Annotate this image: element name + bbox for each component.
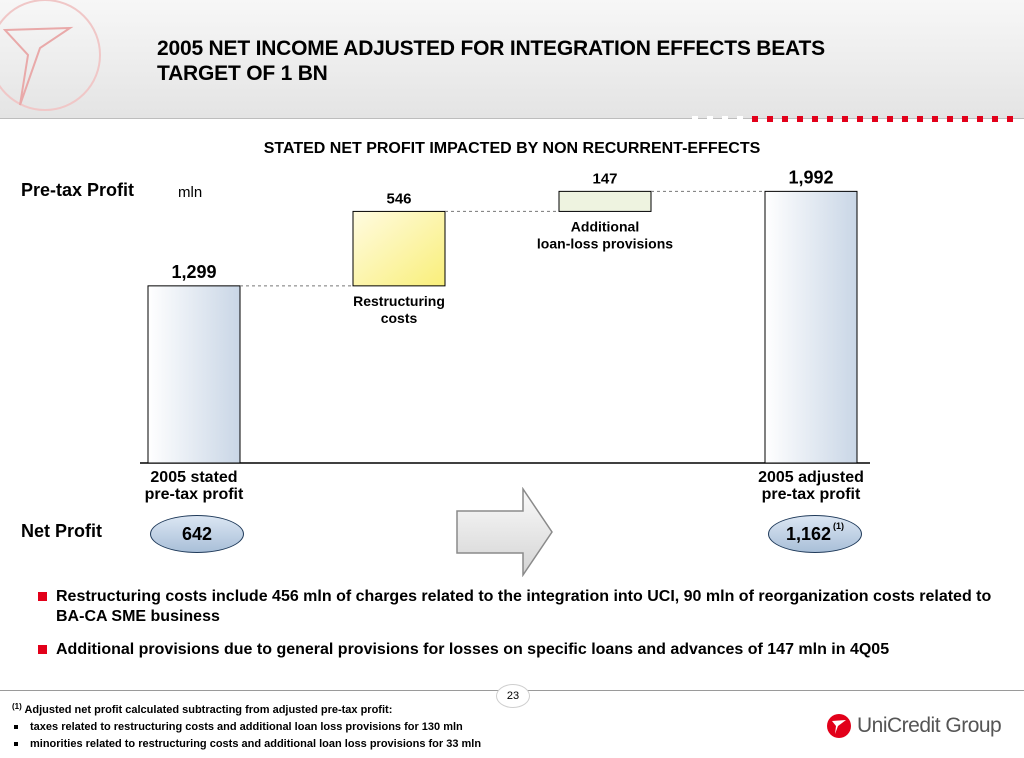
bar	[352, 210, 446, 287]
footnote-item: minorities related to restructuring cost…	[12, 736, 652, 753]
decorative-dot	[992, 116, 998, 122]
net-profit-label: Net Profit	[21, 521, 102, 541]
decorative-dot	[872, 116, 878, 122]
category-label: 2005 adjusted	[758, 469, 864, 486]
category-label: Additional	[571, 218, 639, 234]
bar	[558, 190, 652, 212]
net-profit-footnote-marker: (1)	[833, 521, 845, 531]
decorative-dot	[842, 116, 848, 122]
decorative-dot	[782, 116, 788, 122]
net-profit-stated-oval: 642	[150, 515, 244, 553]
decorative-dot	[902, 116, 908, 122]
header-band: 2005 NET INCOME ADJUSTED FOR INTEGRATION…	[0, 0, 1024, 118]
net-profit-adjusted-value: 1,162	[785, 523, 832, 544]
net-profit-adjusted-oval: 1,162 (1)	[768, 515, 862, 553]
category-label: Restructuring	[353, 293, 445, 309]
bullet-item: Additional provisions due to general pro…	[38, 640, 1013, 660]
decorative-dot	[692, 116, 698, 122]
page-title: 2005 NET INCOME ADJUSTED FOR INTEGRATION…	[157, 36, 957, 86]
bullet-text: Restructuring costs include 456 mln of c…	[56, 588, 992, 625]
bullet-square-icon	[38, 645, 47, 654]
category-label: loan-loss provisions	[537, 235, 673, 251]
decorative-dot	[707, 116, 713, 122]
bar-value-label: 1,299	[171, 262, 216, 282]
decorative-dot	[797, 116, 803, 122]
footnote-item: taxes related to restructuring costs and…	[12, 719, 652, 736]
bar	[147, 285, 241, 464]
unicredit-swoosh-watermark-icon	[0, 0, 101, 111]
page-title-line-1: 2005 NET INCOME ADJUSTED FOR INTEGRATION…	[157, 37, 825, 60]
footnote-item-text: taxes related to restructuring costs and…	[30, 721, 463, 733]
category-label: 2005 stated	[150, 469, 237, 486]
bullet-list: Restructuring costs include 456 mln of c…	[38, 587, 1013, 673]
decorative-dot	[917, 116, 923, 122]
footnote-marker: (1)	[12, 702, 22, 711]
decorative-dot	[932, 116, 938, 122]
category-label: costs	[381, 310, 418, 326]
right-arrow-icon	[456, 487, 553, 577]
decorative-dot	[812, 116, 818, 122]
chart-subtitle: STATED NET PROFIT IMPACTED BY NON RECURR…	[263, 140, 761, 157]
decorative-dot	[767, 116, 773, 122]
decorative-dot	[737, 116, 743, 122]
category-label: pre-tax profit	[762, 486, 861, 503]
brand-logo: UniCredit Group	[826, 713, 1002, 739]
footnotes: (1) Adjusted net profit calculated subtr…	[12, 702, 652, 753]
bullet-square-icon	[38, 592, 47, 601]
page-number: 23	[496, 684, 530, 708]
bar-value-label: 546	[386, 190, 411, 207]
decorative-dot	[1007, 116, 1013, 122]
brand-name: UniCredit Group	[857, 714, 1002, 737]
footnote-bullet-icon	[14, 742, 18, 746]
bullet-text: Additional provisions due to general pro…	[56, 641, 890, 658]
footnote-bullet-icon	[14, 725, 18, 729]
decorative-dot	[752, 116, 758, 122]
unicredit-logo-icon	[827, 714, 851, 738]
decorative-dot-strip	[692, 116, 1013, 122]
pretax-profit-label: Pre-tax Profit	[21, 180, 135, 200]
decorative-dot	[977, 116, 983, 122]
header-divider	[0, 118, 1024, 119]
net-profit-stated-value: 642	[181, 523, 213, 544]
decorative-dot	[722, 116, 728, 122]
bar-value-label: 1,992	[788, 167, 833, 187]
bar-value-label: 147	[592, 170, 617, 187]
category-label: pre-tax profit	[145, 486, 244, 503]
decorative-dot	[857, 116, 863, 122]
decorative-dot	[947, 116, 953, 122]
footnote-item-text: minorities related to restructuring cost…	[30, 738, 482, 750]
footnote-intro-line: (1) Adjusted net profit calculated subtr…	[12, 702, 652, 719]
decorative-dot	[887, 116, 893, 122]
footnote-intro: Adjusted net profit calculated subtracti…	[24, 704, 393, 716]
decorative-dot	[962, 116, 968, 122]
bar	[764, 190, 858, 464]
page-title-line-2: TARGET OF 1 BN	[157, 62, 328, 85]
unit-label: mln	[178, 184, 203, 201]
decorative-dot	[827, 116, 833, 122]
bullet-item: Restructuring costs include 456 mln of c…	[38, 587, 1013, 627]
